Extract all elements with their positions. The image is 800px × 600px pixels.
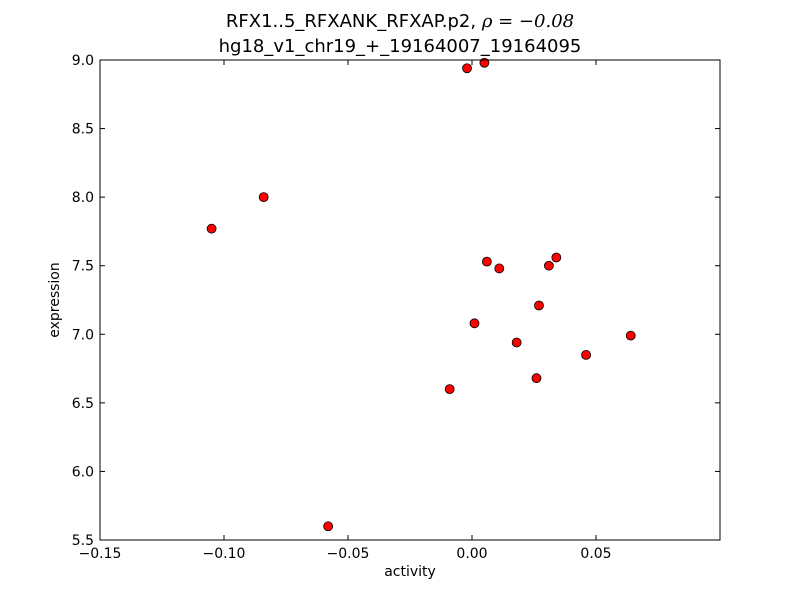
y-tick-label: 6.5 (72, 396, 94, 412)
data-point (511, 337, 522, 348)
chart-title-rho: ρ = −0.08 (481, 11, 575, 32)
data-point (625, 330, 636, 341)
data-point (323, 521, 334, 532)
ticks-layer: −0.15 −0.10 −0.05 0.00 0.05 5.5 6.0 6.5 7.0 7.5 8.… (72, 53, 720, 562)
y-tick-label: 6.0 (72, 464, 94, 480)
x-tick-label: −0.15 (79, 546, 122, 562)
data-point (543, 260, 554, 271)
data-point (581, 349, 591, 360)
data-point (206, 223, 217, 234)
y-tick-label: 5.5 (72, 533, 94, 549)
y-tick-label: 7.5 (72, 259, 94, 275)
chart-title-line-1: RFX1..5_RFXANK_RFXAP.p2, ρ = −0.08 (0, 11, 800, 32)
data-point (462, 63, 472, 74)
x-tick-label: 0.00 (456, 546, 487, 562)
plot-frame (99, 59, 721, 541)
x-axis-label: activity (384, 564, 436, 580)
data-point (481, 256, 492, 267)
y-tick-label: 8.5 (72, 122, 94, 138)
data-point (551, 252, 562, 263)
data-point (258, 192, 269, 203)
x-tick-label: −0.10 (203, 546, 246, 562)
data-point (444, 384, 455, 395)
chart-title-text: RFX1..5_RFXANK_RFXAP.p2, (225, 11, 477, 32)
data-point (469, 318, 480, 329)
data-point (534, 300, 544, 311)
data-point (494, 263, 505, 274)
data-point (531, 373, 542, 384)
chart-subtitle: hg18_v1_chr19_+_19164007_19164095 (218, 36, 582, 57)
x-tick-label: 0.05 (580, 546, 611, 562)
x-tick-label: −0.05 (327, 546, 370, 562)
points-layer (206, 57, 636, 532)
y-tick-label: 9.0 (72, 53, 94, 69)
y-axis-label: expression (47, 262, 63, 338)
y-tick-label: 7.0 (72, 327, 94, 343)
y-tick-label: 8.0 (72, 190, 94, 206)
